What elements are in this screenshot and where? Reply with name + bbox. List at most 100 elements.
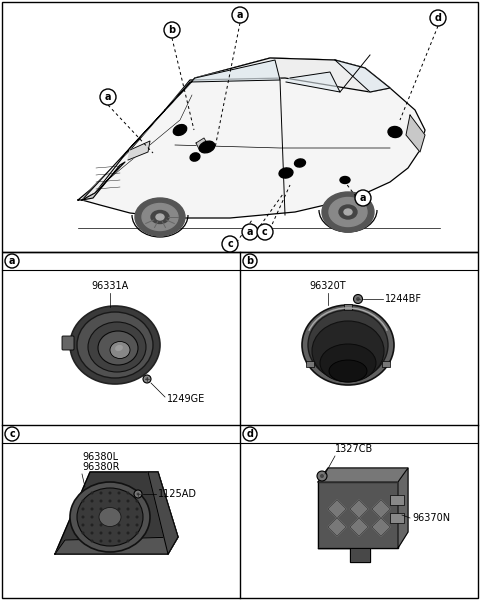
Circle shape xyxy=(108,532,111,535)
Circle shape xyxy=(91,532,94,535)
Ellipse shape xyxy=(279,168,293,178)
FancyBboxPatch shape xyxy=(62,336,74,350)
Circle shape xyxy=(91,523,94,527)
Bar xyxy=(2,2,478,252)
Ellipse shape xyxy=(70,306,160,384)
Circle shape xyxy=(127,515,130,518)
Circle shape xyxy=(143,375,151,383)
Circle shape xyxy=(108,499,111,503)
Circle shape xyxy=(353,295,362,304)
Bar xyxy=(390,495,404,505)
Ellipse shape xyxy=(320,344,376,382)
Circle shape xyxy=(99,508,103,511)
Ellipse shape xyxy=(99,508,121,527)
Circle shape xyxy=(127,523,130,527)
Circle shape xyxy=(232,7,248,23)
Circle shape xyxy=(5,427,19,441)
Polygon shape xyxy=(165,58,390,110)
Circle shape xyxy=(99,523,103,527)
Ellipse shape xyxy=(199,141,215,153)
Ellipse shape xyxy=(312,321,384,381)
Polygon shape xyxy=(286,72,340,92)
Circle shape xyxy=(320,474,324,478)
Circle shape xyxy=(5,254,19,268)
Circle shape xyxy=(82,523,84,527)
Ellipse shape xyxy=(142,203,178,230)
Polygon shape xyxy=(350,518,368,536)
Circle shape xyxy=(127,499,130,503)
Text: d: d xyxy=(247,429,253,439)
Bar xyxy=(390,513,404,523)
Circle shape xyxy=(135,515,139,518)
Polygon shape xyxy=(398,468,408,548)
Ellipse shape xyxy=(190,153,200,161)
Text: a: a xyxy=(360,193,366,203)
Polygon shape xyxy=(350,500,368,518)
Polygon shape xyxy=(372,500,390,518)
Ellipse shape xyxy=(322,192,374,232)
Text: c: c xyxy=(262,227,268,237)
Circle shape xyxy=(257,224,273,240)
Circle shape xyxy=(108,539,111,542)
Circle shape xyxy=(118,491,120,494)
Circle shape xyxy=(145,377,148,380)
Circle shape xyxy=(118,532,120,535)
Circle shape xyxy=(99,539,103,542)
Text: a: a xyxy=(247,227,253,237)
Ellipse shape xyxy=(77,312,153,378)
Ellipse shape xyxy=(151,211,169,223)
Ellipse shape xyxy=(344,209,352,215)
Text: 96331A: 96331A xyxy=(91,281,129,291)
Circle shape xyxy=(99,491,103,494)
Text: d: d xyxy=(434,13,442,23)
Bar xyxy=(2,252,478,598)
Polygon shape xyxy=(318,468,408,482)
Polygon shape xyxy=(55,472,178,554)
Polygon shape xyxy=(165,60,280,110)
Ellipse shape xyxy=(115,345,123,351)
Circle shape xyxy=(91,508,94,511)
Text: a: a xyxy=(105,92,111,102)
Circle shape xyxy=(243,427,257,441)
Text: 1244BF: 1244BF xyxy=(385,294,422,304)
Ellipse shape xyxy=(70,482,150,552)
Bar xyxy=(306,361,314,367)
Circle shape xyxy=(91,515,94,518)
Circle shape xyxy=(99,532,103,535)
Circle shape xyxy=(108,515,111,518)
Text: b: b xyxy=(246,256,253,266)
Text: 1249GE: 1249GE xyxy=(167,394,205,404)
Ellipse shape xyxy=(110,341,130,358)
Circle shape xyxy=(356,297,360,301)
Text: 1327CB: 1327CB xyxy=(335,444,373,454)
Text: b: b xyxy=(168,25,176,35)
Text: a: a xyxy=(237,10,243,20)
Ellipse shape xyxy=(388,127,402,137)
Ellipse shape xyxy=(88,322,146,372)
Circle shape xyxy=(127,491,130,494)
Bar xyxy=(344,304,352,310)
Circle shape xyxy=(82,515,84,518)
Circle shape xyxy=(108,508,111,511)
Circle shape xyxy=(127,532,130,535)
Ellipse shape xyxy=(77,488,143,546)
Circle shape xyxy=(135,508,139,511)
Ellipse shape xyxy=(173,125,187,136)
Text: c: c xyxy=(227,239,233,249)
Text: c: c xyxy=(9,429,15,439)
Text: 96370N: 96370N xyxy=(412,513,450,523)
Polygon shape xyxy=(318,548,370,562)
Polygon shape xyxy=(328,518,346,536)
Text: 96320T: 96320T xyxy=(310,281,346,291)
Circle shape xyxy=(118,539,120,542)
Circle shape xyxy=(108,523,111,527)
Polygon shape xyxy=(328,500,346,518)
Circle shape xyxy=(127,539,130,542)
Text: a: a xyxy=(9,256,15,266)
Ellipse shape xyxy=(98,331,138,365)
Circle shape xyxy=(355,190,371,206)
Circle shape xyxy=(136,493,140,496)
Polygon shape xyxy=(335,60,390,92)
Polygon shape xyxy=(55,537,178,554)
Circle shape xyxy=(118,499,120,503)
